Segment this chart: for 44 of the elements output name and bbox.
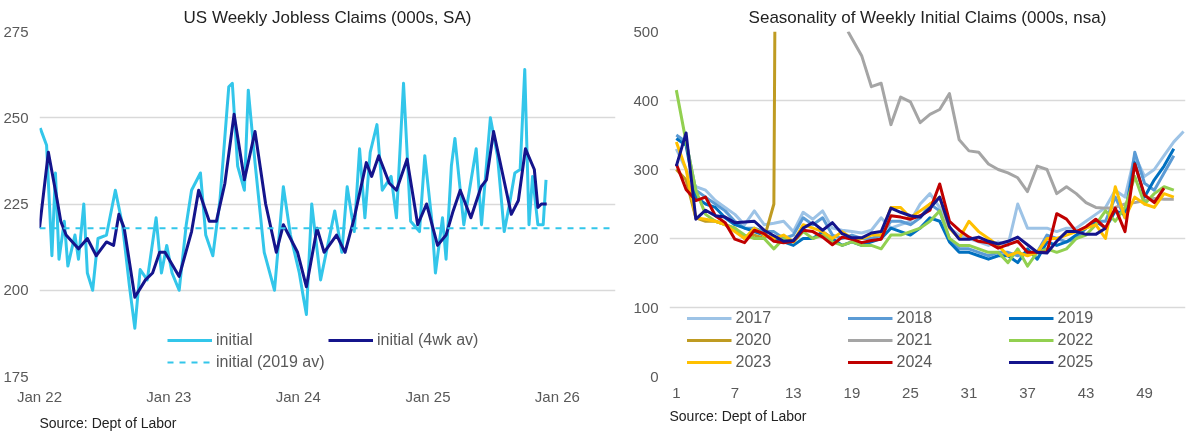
y-tick-label: 225: [3, 195, 29, 212]
legend-label: 2018: [896, 309, 934, 327]
legend-label: 2020: [735, 331, 773, 349]
x-tick-label: Jan 24: [275, 387, 321, 405]
x-tick-label: 49: [1136, 383, 1153, 401]
y-tick-label: 175: [3, 367, 29, 385]
legend-label: 2019: [1057, 309, 1095, 327]
legend-label: 2021: [896, 331, 934, 349]
x-tick-label: 13: [785, 383, 802, 401]
y-tick-label: 0: [650, 367, 659, 385]
y-tick-label: 400: [633, 91, 659, 109]
y-tick-label: 300: [633, 160, 659, 178]
x-tick-label: 43: [1077, 383, 1095, 401]
x-tick-label: 25: [902, 383, 919, 401]
x-tick-label: Jan 23: [146, 387, 192, 405]
x-tick-label: Jan 22: [16, 387, 63, 405]
x-tick-label: Jan 26: [534, 387, 580, 405]
source-note: Source: Dept of Labor: [669, 407, 807, 424]
line-series: [846, 31, 1176, 210]
legend-label: 2022: [1057, 331, 1095, 349]
source-note: Source: Dept of Labor: [39, 414, 177, 431]
legend-label: initial (4wk av): [377, 331, 480, 349]
y-tick-label: 200: [633, 229, 659, 247]
x-tick-label: 7: [730, 383, 740, 401]
legend-label: initial (2019 av): [216, 353, 326, 371]
x-tick-label: 37: [1019, 383, 1036, 401]
y-tick-label: 500: [633, 22, 659, 40]
chart-title: US Weekly Jobless Claims (000s, SA): [183, 7, 472, 27]
y-tick-label: 250: [3, 108, 29, 126]
chart-title: Seasonality of Weekly Initial Claims (000s, nsa): [748, 7, 1107, 27]
legend-label: 2023: [735, 353, 773, 371]
line-series: [39, 112, 549, 299]
x-tick-label: 19: [843, 383, 861, 401]
y-tick-label: 100: [633, 298, 659, 316]
legend-label: 2024: [896, 353, 934, 371]
x-tick-label: Jan 25: [405, 387, 451, 405]
legend-label: 2017: [735, 309, 773, 327]
legend-label: initial: [216, 331, 254, 349]
legend-label: 2025: [1057, 353, 1095, 371]
x-tick-label: 31: [960, 383, 978, 401]
y-tick-label: 275: [3, 22, 29, 40]
line-series: [674, 131, 1108, 255]
y-tick-label: 200: [3, 281, 29, 299]
x-tick-label: 1: [672, 383, 681, 401]
